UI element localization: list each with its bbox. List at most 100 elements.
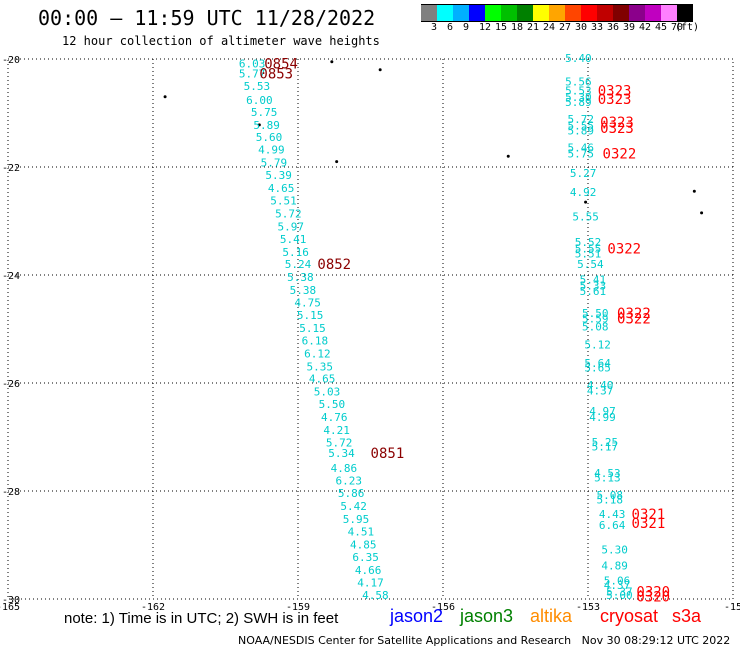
pass-time-label: 0322 — [603, 147, 637, 163]
wave-height-label: 4.37 — [604, 579, 631, 592]
wave-height-label: 6.18 — [302, 334, 329, 347]
wave-height-label: 5.53 — [565, 84, 592, 97]
y-tick-label: -22 — [2, 163, 20, 174]
wave-height-label: 6.23 — [336, 475, 363, 488]
wave-height-label: 5.65 — [584, 361, 611, 374]
footer-credit: NOAA/NESDIS Center for Satellite Applica… — [238, 634, 731, 647]
wave-height-label: 5.25 — [592, 436, 619, 449]
wave-height-label: 5.30 — [565, 91, 592, 104]
pass-time-label: 0323 — [600, 115, 634, 131]
wave-height-label: 5.50 — [319, 398, 346, 411]
island-marker — [330, 60, 334, 64]
wave-height-label: 4.53 — [594, 467, 621, 480]
wave-height-label: 5.89 — [568, 124, 595, 137]
wave-height-label: 4.21 — [323, 424, 350, 437]
wave-height-label: 5.03 — [314, 386, 341, 399]
wave-height-label: 4.43 — [599, 508, 626, 521]
wave-height-label: 5.51 — [575, 247, 602, 260]
color-scale-label: 33 — [591, 22, 604, 33]
pass-time-label: 0852 — [317, 257, 351, 273]
color-swatch — [469, 4, 485, 22]
wave-height-label: 5.89 — [565, 96, 592, 109]
wave-height-label: 6.12 — [304, 347, 331, 360]
wave-height-label: 5.27 — [570, 167, 597, 180]
wave-height-label: 5.38 — [287, 271, 314, 284]
legend-jason3: jason3 — [460, 606, 514, 626]
pass-time-label: 0321 — [632, 507, 666, 523]
wave-height-label: 5.08 — [597, 489, 624, 502]
color-swatch — [645, 4, 661, 22]
color-scale-label: 12 — [479, 22, 492, 33]
pass-time-label: 0853 — [259, 67, 293, 83]
pass-time-label: 0323 — [598, 83, 632, 99]
wave-height-label: 5.89 — [253, 119, 280, 132]
x-tick-label: -159 — [286, 602, 310, 613]
wave-height-label: 4.37 — [587, 385, 614, 398]
color-swatch — [485, 4, 501, 22]
island-marker — [584, 200, 588, 204]
wave-height-label: 4.97 — [589, 405, 616, 418]
wave-height-label: 6.00 — [246, 94, 273, 107]
color-scale-label: 9 — [463, 22, 470, 33]
wave-height-label: 4.51 — [348, 526, 375, 539]
y-tick-label: -26 — [2, 379, 20, 390]
island-marker — [335, 160, 339, 164]
wave-height-label: 4.86 — [331, 462, 358, 475]
wave-height-label: 4.65 — [268, 182, 295, 195]
wave-height-label: 5.35 — [307, 360, 334, 373]
pass-time-label: 0854 — [264, 56, 298, 72]
color-scale-label: 70 — [671, 22, 684, 33]
y-tick-label: -30 — [2, 595, 20, 606]
island-marker — [700, 211, 704, 215]
wave-height-label: 5.79 — [261, 157, 288, 170]
color-swatch — [677, 4, 693, 22]
color-swatch — [597, 4, 613, 22]
color-swatch — [501, 4, 517, 22]
color-swatch — [661, 4, 677, 22]
wave-height-label: 5.12 — [584, 339, 611, 352]
wave-height-label: 5.50 — [582, 307, 609, 320]
color-scale-label: 18 — [511, 22, 524, 33]
wave-height-label: 5.61 — [580, 285, 607, 298]
wave-height-label: 5.41 — [280, 233, 307, 246]
legend-jason2: jason2 — [390, 606, 444, 626]
x-tick-label: -15 — [724, 602, 740, 613]
island-marker — [163, 95, 167, 99]
legend-altika: altika — [530, 606, 573, 626]
color-scale-label: 6 — [447, 22, 454, 33]
wave-height-label: 5.55 — [572, 211, 599, 224]
wave-height-label: 5.41 — [580, 273, 607, 286]
wave-height-label: 5.13 — [594, 472, 621, 485]
x-tick-label: -162 — [141, 602, 165, 613]
pass-time-label: 0851 — [371, 446, 405, 462]
wave-height-label: 5.46 — [568, 142, 595, 155]
color-scale-label: 27 — [559, 22, 572, 33]
wave-height-label: 4.76 — [321, 411, 348, 424]
wave-height-label: 5.42 — [340, 500, 367, 513]
wave-height-label: 5.18 — [597, 494, 624, 507]
wave-height-label: 5.06 — [604, 575, 631, 588]
color-swatch — [517, 4, 533, 22]
wave-height-label: 4.85 — [350, 538, 377, 551]
wave-height-label: 4.75 — [294, 297, 321, 310]
color-swatch — [549, 4, 565, 22]
color-swatch — [421, 4, 437, 22]
wave-height-label: 4.65 — [309, 373, 336, 386]
wave-height-label: 4.58 — [362, 589, 389, 602]
y-tick-label: -20 — [2, 55, 20, 66]
wave-height-label: 5.77 — [239, 68, 266, 81]
wave-height-label: 5.60 — [256, 131, 283, 144]
wave-height-label: 4.92 — [570, 186, 597, 199]
wave-height-label: 5.56 — [565, 76, 592, 89]
wave-height-label: 5.97 — [278, 220, 305, 233]
wave-height-label: 5.15 — [297, 309, 324, 322]
color-scale-label: (ft) — [675, 22, 700, 33]
wave-height-label: 4.89 — [601, 560, 628, 573]
wave-height-label: 5.30 — [601, 543, 628, 556]
wave-height-label: 5.00 — [606, 589, 633, 602]
island-marker — [378, 68, 382, 72]
wave-height-label: 5.55 — [575, 243, 602, 256]
y-tick-label: -24 — [2, 271, 20, 282]
color-swatch — [533, 4, 549, 22]
